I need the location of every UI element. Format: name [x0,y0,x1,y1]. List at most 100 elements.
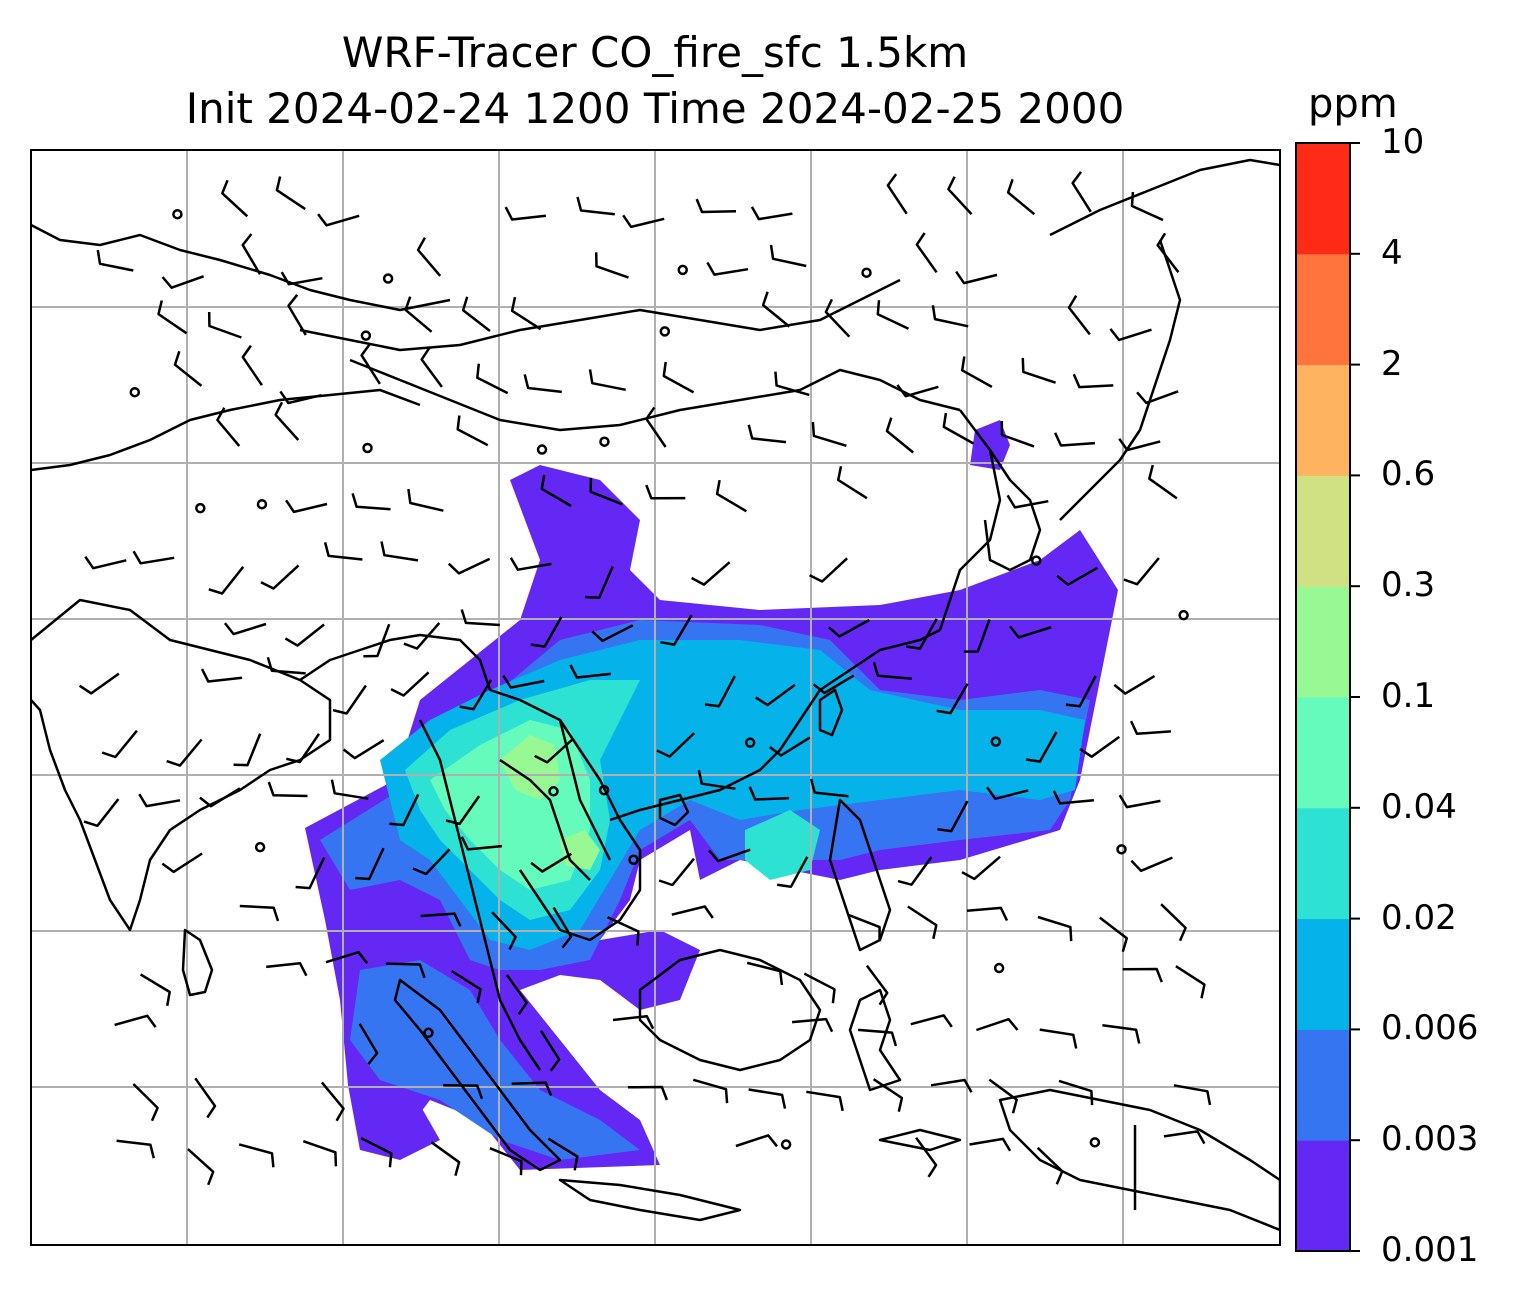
wind-barb [241,233,262,275]
wind-barb [547,1137,579,1171]
wind-barb [612,1014,655,1030]
wind-barb [769,244,807,268]
wind-barb [78,672,120,695]
calm-wind-circle [423,1027,434,1039]
wind-barb [223,622,267,636]
wind-barb [755,683,796,707]
wind-barb [280,271,323,286]
wind-barb [955,270,998,285]
wind-barb [139,973,171,1007]
calm-wind-circle [382,273,394,284]
wind-barb [83,798,120,828]
colorbar-segment [1296,1029,1350,1141]
wind-barb [1148,464,1178,500]
wind-barb [1072,373,1114,389]
calm-wind-circle [599,436,610,447]
wind-barb [885,417,914,454]
wind-barb [1056,566,1099,586]
wind-barb [569,664,611,679]
wind-barb [692,1078,729,1104]
wind-barb [239,904,280,922]
colorbar-segment [1296,253,1350,366]
wind-barb [1006,178,1036,216]
coastline-sumatra [393,978,562,1172]
wind-barb [416,237,442,277]
wind-barb [942,412,975,445]
wind-barb [1052,790,1095,805]
wind-barb [420,912,462,927]
wind-barb [748,1088,787,1109]
calm-wind-circle [362,442,373,454]
calm-wind-circle [993,962,1005,974]
wind-barb [1129,720,1171,736]
wind-barb [591,624,634,643]
coastline-bay-of-bengal [299,633,492,691]
wind-barb [747,424,787,444]
wind-barb [199,787,241,808]
wind-barb [456,415,489,447]
wind-barb [447,557,491,575]
wind-barb [420,347,443,388]
wind-barb [509,557,552,571]
wind-barb [704,675,736,708]
wind-barb [960,356,993,388]
wind-barb [342,739,385,760]
wind-barb [161,275,205,289]
wind-barb [872,1078,904,1112]
wind-barb [828,618,870,638]
colorbar-segment [1296,364,1350,476]
co-field-level-4b [745,810,820,880]
calm-wind-circle [1089,1137,1101,1148]
coastline-sulawesi [848,988,902,1092]
wind-barb [1065,675,1097,708]
colorbar-unit-label: ppm [1308,81,1398,127]
coastline-japan [1059,239,1182,521]
wind-barb [660,614,693,646]
wind-barb [906,618,938,650]
co-field-level-1c [355,1105,440,1160]
wind-barb [658,857,695,887]
wind-barb [116,1139,156,1159]
wind-barb [194,1077,217,1119]
wind-barb [320,1081,345,1122]
wind-barb [275,176,306,211]
wind-barb [476,363,509,395]
chart-title-line-2: Init 2024-02-24 1200 Time 2024-02-25 200… [185,84,1125,133]
wind-barb [748,786,790,801]
wind-barb [910,1014,953,1028]
wind-barb [200,668,243,683]
wind-barb [489,1147,523,1176]
wind-barb [1122,967,1163,983]
co-field-level-2b [350,960,640,1160]
wind-barb [552,906,573,949]
colorbar-segment [1296,586,1350,698]
wind-barb [585,566,614,599]
colorbar-tick-label: 2 [1381,343,1403,384]
colorbar-tick-label: 0.006 [1381,1008,1479,1049]
wind-barb [858,1028,898,1047]
colorbar-segment [1296,918,1350,1030]
wind-barb [460,836,503,851]
wind-barb [323,541,363,561]
wind-barb [274,401,300,441]
wind-barb [459,679,493,711]
wind-barb [295,856,326,890]
colorbar [1295,142,1360,1252]
wind-barb [380,541,419,562]
wind-barb [976,1017,1019,1032]
wind-barb [691,561,731,586]
calm-wind-circle [256,498,268,510]
wind-barb [915,1136,938,1178]
wind-barb [173,350,203,387]
wind-barb [1118,794,1161,809]
wind-barb [697,769,736,790]
wind-barb [363,623,391,658]
wind-barb [588,369,626,392]
wind-barb [806,1090,844,1112]
calm-wind-circle [129,386,141,398]
wind-barb [358,1023,379,1065]
wind-barb [404,296,433,333]
colorbar-tick-label: 4 [1381,232,1403,273]
wind-barb [1113,675,1156,695]
wind-barb [412,848,451,876]
